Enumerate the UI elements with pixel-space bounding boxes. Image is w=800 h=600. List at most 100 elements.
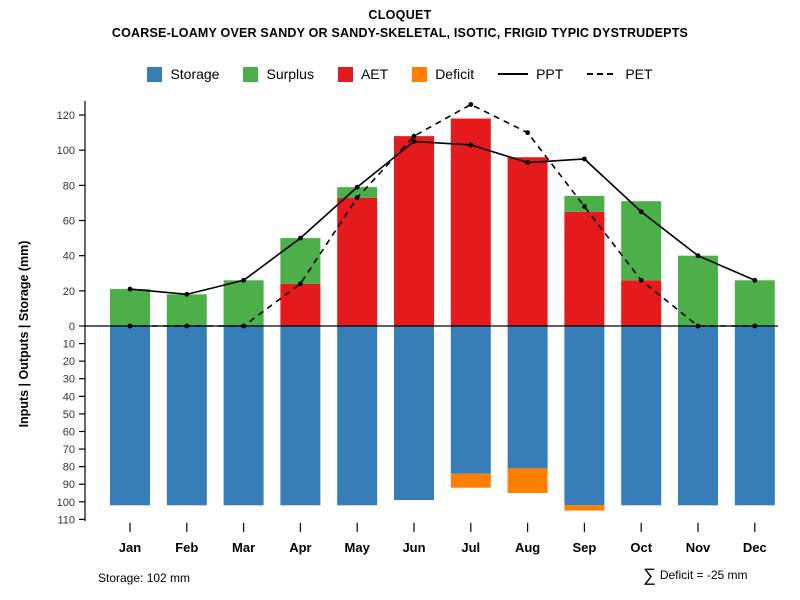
x-tick-label-jan: Jan [119, 540, 141, 555]
chart-header: CLOQUET COARSE-LOAMY OVER SANDY OR SANDY… [0, 8, 800, 40]
bar-aet-sep [564, 211, 605, 326]
pet-point-oct [638, 277, 644, 283]
y-tick-label-lower: 90 [63, 479, 75, 491]
chart-title: CLOQUET [368, 8, 432, 22]
bar-deficit-sep [564, 505, 605, 511]
x-tick-label-jun: Jun [402, 540, 425, 555]
legend-label-aet: AET [360, 66, 389, 82]
pet-point-mar [241, 323, 247, 329]
bar-aet-may [337, 197, 378, 326]
x-tick-label-oct: Oct [630, 540, 652, 555]
deficit-swatch-icon [412, 66, 428, 82]
storage-swatch-icon [147, 66, 163, 82]
bar-storage-dec [734, 326, 775, 506]
y-axis-title: Inputs | Outputs | Storage (mm) [17, 241, 31, 428]
bar-aet-oct [621, 280, 662, 326]
legend-item-pet: PET [587, 66, 653, 82]
deficit-total-text: Deficit = -25 mm [659, 568, 748, 582]
x-tick-label-apr: Apr [289, 540, 311, 555]
bar-surplus-may [337, 187, 378, 198]
ppt-point-apr [298, 235, 303, 241]
x-tick-label-mar: Mar [232, 540, 255, 555]
y-tick-label-lower: 10 [63, 339, 75, 351]
pet-point-feb [184, 323, 190, 329]
y-tick-label-upper: 20 [63, 286, 75, 298]
bar-storage-feb [166, 326, 207, 506]
legend-label-ppt: PPT [536, 66, 564, 82]
ppt-point-aug [525, 160, 530, 165]
aet-swatch-icon [337, 66, 353, 82]
y-tick-label-lower: 50 [63, 409, 75, 421]
pet-dashed-line-icon [587, 73, 618, 75]
x-tick-label-jul: Jul [461, 540, 480, 555]
bar-surplus-apr [280, 238, 321, 284]
legend-item-surplus: Surplus [243, 66, 314, 82]
bar-storage-aug [507, 326, 548, 469]
y-tick-label-upper: 40 [63, 251, 75, 263]
legend-label-deficit: Deficit [435, 66, 475, 82]
surplus-swatch-icon [243, 66, 259, 82]
bar-deficit-jul [450, 473, 491, 488]
legend-label-surplus: Surplus [266, 66, 314, 82]
bar-deficit-aug [507, 468, 548, 494]
bar-storage-jan [110, 326, 150, 506]
legend-item-ppt: PPT [498, 66, 563, 82]
y-tick-label-upper: 80 [63, 180, 75, 192]
y-tick-label-upper: 120 [57, 110, 75, 122]
bar-aet-jul [450, 118, 491, 326]
y-tick-label-lower: 100 [57, 497, 75, 509]
x-tick-label-nov: Nov [686, 540, 711, 555]
bar-storage-jun [394, 326, 434, 501]
pet-line [130, 103, 755, 327]
legend-item-deficit: Deficit [412, 66, 474, 82]
pet-point-aug [525, 130, 530, 136]
bar-storage-apr [280, 326, 321, 506]
legend: Storage Surplus AET Deficit PPT PET [0, 66, 800, 82]
ppt-line-icon [498, 73, 529, 75]
y-tick-label-upper: 0 [69, 321, 75, 333]
ppt-point-mar [241, 277, 247, 283]
y-tick-label-lower: 80 [63, 462, 75, 474]
x-tick-label-aug: Aug [515, 540, 540, 555]
ppt-point-may [354, 184, 360, 190]
ppt-point-jul [468, 142, 474, 148]
pet-point-jun [411, 133, 417, 139]
ppt-point-sep [582, 156, 587, 162]
y-tick-label-lower: 70 [63, 444, 75, 456]
pet-point-nov [695, 323, 701, 329]
bar-surplus-dec [734, 280, 775, 326]
pet-point-dec [752, 323, 758, 329]
ppt-point-jan [127, 286, 133, 292]
water-balance-chart: 0 20 40 60 80 100 120 10 20 30 40 50 60 70 80 90 100 110 I… [17, 100, 778, 555]
ppt-point-jun [411, 139, 417, 144]
ppt-point-oct [638, 209, 644, 215]
legend-label-pet: PET [625, 66, 653, 82]
ppt-point-dec [752, 277, 758, 283]
bar-surplus-oct [621, 201, 662, 281]
bar-aet-jun [394, 136, 434, 326]
bar-storage-jul [450, 326, 491, 474]
bar-aet-aug [507, 157, 548, 326]
pet-point-sep [582, 204, 587, 209]
ppt-point-feb [184, 291, 190, 297]
bar-surplus-mar [223, 280, 264, 326]
y-tick-label-upper: 100 [57, 145, 75, 157]
y-tick-label-lower: 20 [63, 356, 75, 368]
storage-annotation: Storage: 102 mm [98, 571, 191, 585]
y-tick-label-lower: 30 [63, 374, 75, 386]
pet-point-may [354, 195, 360, 201]
y-tick-label-lower: 40 [63, 391, 75, 403]
y-tick-label-lower: 110 [57, 514, 75, 526]
ppt-line [129, 140, 756, 296]
x-tick-label-feb: Feb [175, 540, 198, 555]
deficit-annotation: ∑ Deficit = -25 mm [643, 566, 748, 584]
legend-label-storage: Storage [170, 66, 220, 82]
legend-item-storage: Storage [147, 66, 219, 82]
bar-surplus-sep [564, 195, 605, 212]
ppt-point-nov [695, 253, 701, 259]
bar-storage-may [337, 326, 378, 506]
legend-item-aet: AET [337, 66, 389, 82]
x-tick-label-dec: Dec [743, 540, 767, 555]
chart-subtitle: COARSE-LOAMY OVER SANDY OR SANDY-SKELETA… [111, 26, 689, 40]
bar-storage-sep [564, 326, 605, 506]
